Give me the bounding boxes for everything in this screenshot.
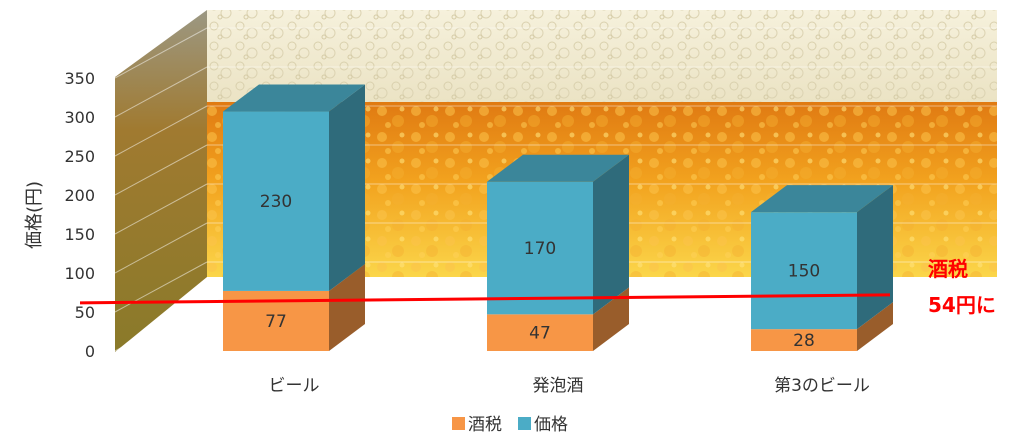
bars: 77 230 47 170 28 150 [223, 84, 893, 351]
bar-front [487, 314, 593, 351]
bar-side [593, 154, 629, 315]
bar-price-3: 150 [751, 185, 893, 330]
bar-front [487, 181, 593, 315]
y-axis-label: 価格(円) [24, 181, 45, 249]
bar-tax-2: 47 [487, 287, 629, 351]
bar-top [751, 185, 893, 213]
tax-reference-line [79, 293, 891, 305]
bar-price-1: 230 [223, 84, 365, 291]
category-labels: ビール 発泡酒 第3のビール [269, 376, 870, 396]
legend-swatch [518, 417, 531, 430]
data-label: 230 [260, 192, 292, 212]
y-tick-label: 250 [64, 147, 95, 166]
y-tick-label: 150 [64, 225, 95, 244]
data-label: 28 [793, 331, 815, 351]
y-axis: 0 50 100 150 200 250 300 350 [64, 69, 95, 361]
category-label: 第3のビール [774, 376, 870, 396]
y-tick-label: 0 [85, 342, 95, 361]
gridline-wall [114, 66, 208, 118]
side-wall [115, 10, 207, 352]
gridline-wall [114, 105, 208, 157]
bar-side [329, 84, 365, 291]
bar-side [593, 287, 629, 351]
y-tick-label: 100 [64, 264, 95, 283]
annotation-line1: 酒税 [928, 257, 968, 281]
y-tick-label: 300 [64, 108, 95, 127]
data-label: 150 [788, 262, 820, 282]
bar-top [487, 154, 629, 182]
legend-label: 酒税 [468, 415, 502, 435]
bar-front [223, 111, 329, 291]
bar-side [857, 185, 893, 330]
gridline-wall [114, 144, 208, 196]
legend: 酒税 価格 [452, 415, 568, 435]
bar-front [751, 212, 857, 330]
gridline-wall [114, 183, 208, 235]
bar-front [751, 329, 857, 351]
category-label: ビール [269, 376, 320, 396]
y-tick-label: 350 [64, 69, 95, 88]
category-label: 発泡酒 [533, 376, 584, 396]
legend-label: 価格 [534, 415, 568, 435]
data-label: 77 [265, 312, 287, 332]
data-label: 47 [529, 324, 551, 344]
gridline-wall [114, 222, 208, 274]
bar-side [329, 263, 365, 351]
gridline-wall [114, 300, 208, 352]
bar-price-2: 170 [487, 154, 629, 315]
bar-top [223, 84, 365, 112]
bar-side [857, 302, 893, 351]
gridline-wall [114, 27, 208, 79]
bar-tax-3: 28 [751, 302, 893, 351]
legend-swatch [452, 417, 465, 430]
annotation-line2: 54円に [928, 293, 996, 317]
data-label: 170 [524, 239, 556, 259]
y-tick-label: 50 [75, 303, 95, 322]
y-tick-label: 200 [64, 186, 95, 205]
